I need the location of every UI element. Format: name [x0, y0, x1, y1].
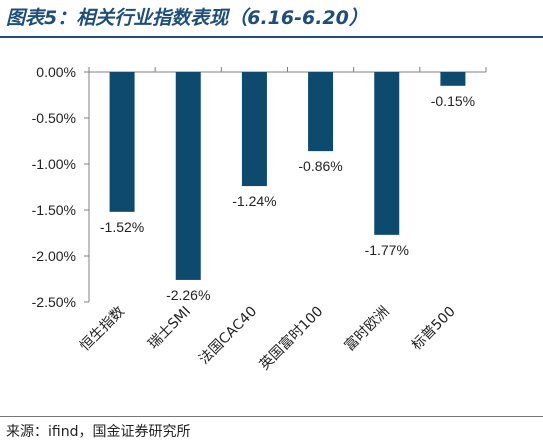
bar-chart: -1.52% -2.26% -1.24% -0.86% -1.77% -0.15% 恒生指…	[32, 64, 487, 374]
bar	[241, 72, 267, 187]
bar	[109, 72, 135, 212]
source-divider	[0, 416, 543, 417]
x-tick-label: 富时欧洲	[341, 303, 393, 355]
source-note: 来源：ifind，国金证券研究所	[6, 424, 191, 440]
chart-title: 图表5：相关行业指数表现（6.16-6.20）	[6, 7, 368, 29]
y-tick-label: 0.00%	[36, 64, 76, 80]
data-label: -0.15%	[431, 93, 475, 109]
x-tick-label: 标普500	[409, 304, 459, 354]
bar	[175, 72, 201, 280]
y-tick-label: -2.00%	[32, 248, 76, 264]
chart-bars	[109, 72, 466, 280]
x-tick-label: 恒生指数	[77, 304, 128, 355]
x-tick-label: 瑞士SMI	[145, 304, 194, 353]
chart-y-tick-labels: 0.00% -0.50% -1.00% -1.50% -2.00% -2.50%	[32, 64, 76, 310]
bar	[440, 72, 466, 86]
data-label: -0.86%	[298, 158, 342, 174]
bar	[308, 72, 334, 152]
data-label: -1.52%	[100, 219, 144, 235]
y-tick-label: -1.50%	[32, 202, 76, 218]
data-label: -1.24%	[232, 193, 276, 209]
data-label: -2.26%	[166, 287, 210, 303]
y-tick-label: -2.50%	[32, 294, 76, 310]
chart-axes	[84, 67, 487, 303]
chart-data-labels: -1.52% -2.26% -1.24% -0.86% -1.77% -0.15%	[100, 93, 475, 303]
bar	[374, 72, 400, 235]
x-tick-label: 法国CAC40	[196, 304, 260, 368]
y-tick-label: -0.50%	[32, 110, 76, 126]
x-tick-label: 英国富时100	[256, 303, 327, 374]
y-tick-label: -1.00%	[32, 156, 76, 172]
title-divider	[0, 36, 543, 38]
data-label: -1.77%	[365, 242, 409, 258]
